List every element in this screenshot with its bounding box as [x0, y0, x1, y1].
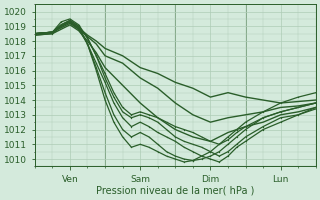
X-axis label: Pression niveau de la mer( hPa ): Pression niveau de la mer( hPa ) — [96, 186, 254, 196]
